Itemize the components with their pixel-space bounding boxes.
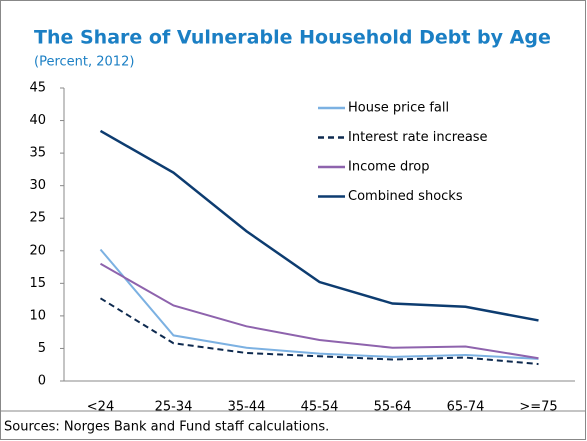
y-tick-label: 10 [29, 308, 46, 323]
series-line [100, 262, 539, 360]
legend-label: House price fall [348, 101, 449, 116]
y-tick-label: 20 [29, 243, 46, 258]
series-line [99, 297, 539, 366]
y-tick-label: 35 [29, 146, 46, 161]
x-tick-label: 35-44 [228, 400, 266, 415]
legend-label: Interest rate increase [348, 130, 488, 145]
y-tick-label: 45 [29, 81, 46, 96]
y-tick-label: 15 [29, 276, 46, 291]
x-tick-label: >=75 [519, 400, 557, 415]
chart-title: The Share of Vulnerable Household Debt b… [34, 27, 551, 49]
source: Sources: Norges Bank and Fund staff calc… [4, 420, 329, 435]
x-tick-label: 25-34 [155, 400, 193, 415]
series-line [99, 129, 539, 322]
y-tick-label: 5 [38, 341, 46, 356]
x-tick-label: 65-74 [447, 400, 485, 415]
series-line [99, 248, 539, 360]
chart-subtitle: (Percent, 2012) [34, 55, 134, 70]
legend-label: Combined shocks [348, 189, 463, 204]
y-tick-label: 40 [29, 113, 46, 128]
y-tick-label: 30 [29, 178, 46, 193]
x-tick-label: 45-54 [301, 400, 339, 415]
legend-label: Income drop [348, 160, 430, 175]
x-tick-label: 55-64 [374, 400, 412, 415]
y-tick-label: 0 [38, 374, 46, 389]
x-tick-label: <24 [87, 400, 114, 415]
y-tick-label: 25 [29, 211, 46, 226]
